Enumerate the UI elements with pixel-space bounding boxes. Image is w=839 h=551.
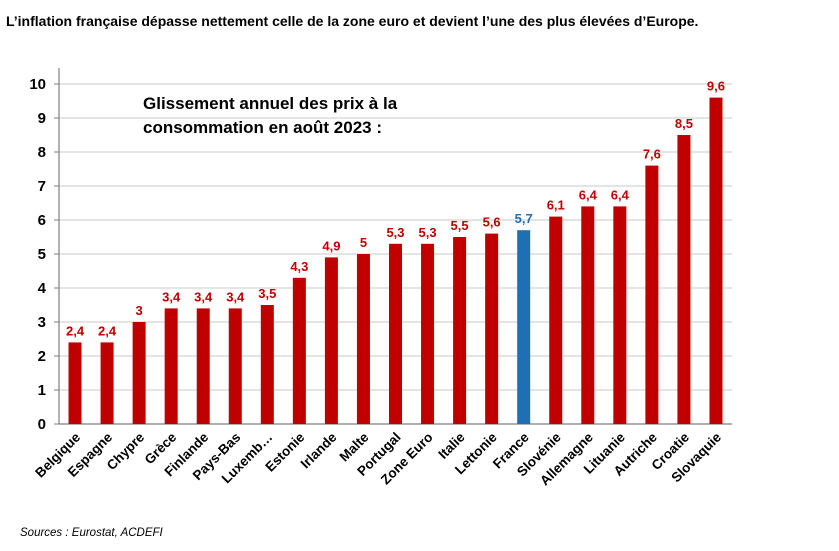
data-label-0: 2,4 — [66, 323, 85, 338]
bar-0 — [68, 342, 82, 424]
bar-8 — [324, 257, 338, 424]
bar-2 — [132, 322, 146, 424]
bar-20 — [709, 97, 723, 424]
data-label-10: 5,3 — [386, 225, 404, 240]
bar-13 — [485, 233, 499, 424]
data-labels: 2,4 2,4 3 3,4 3,4 3,4 3,5 4,3 4,9 5 5,3 5,3 5,5 5,6 5,… — [66, 79, 725, 339]
data-label-9: 5 — [360, 235, 367, 250]
y-tick-labels: 0 1 2 3 4 5 6 7 8 9 10 — [29, 76, 46, 433]
x-category-labels: BelgiqueEspagneChypreGrèceFinlandePays-B… — [32, 429, 724, 488]
bar-1 — [100, 342, 114, 424]
data-label-5: 3,4 — [226, 289, 245, 304]
data-label-8: 4,9 — [322, 238, 340, 253]
chart-annotation-line-1: Glissement annuel des prix à la — [143, 94, 398, 113]
y-tick-label: 2 — [38, 348, 46, 365]
bars — [68, 97, 723, 424]
data-label-3: 3,4 — [162, 289, 181, 304]
source-note: Sources : Eurostat, ACDEFI — [20, 527, 163, 539]
data-label-13: 5,6 — [483, 215, 501, 230]
bar-14 — [517, 230, 531, 424]
bar-19 — [677, 135, 691, 424]
y-tick-label: 0 — [38, 416, 46, 433]
data-label-4: 3,4 — [194, 289, 213, 304]
bar-12 — [453, 237, 467, 424]
bar-4 — [196, 308, 210, 424]
category-label-8: Irlande — [298, 429, 340, 471]
data-label-14: 5,7 — [515, 211, 533, 226]
bar-9 — [356, 254, 370, 424]
data-label-1: 2,4 — [98, 323, 117, 338]
data-label-2: 3 — [136, 303, 143, 318]
bar-7 — [292, 277, 306, 424]
data-label-16: 6,4 — [579, 187, 598, 202]
data-label-20: 9,6 — [707, 79, 725, 94]
y-tick-label: 6 — [38, 212, 46, 229]
y-tick-label: 3 — [38, 314, 46, 331]
bar-15 — [549, 216, 563, 424]
data-label-7: 4,3 — [290, 259, 308, 274]
bar-10 — [389, 243, 402, 424]
y-tick-label: 8 — [38, 144, 46, 161]
data-label-12: 5,5 — [451, 218, 469, 233]
bar-18 — [645, 165, 659, 424]
y-tick-label: 10 — [29, 76, 46, 93]
data-label-11: 5,3 — [419, 225, 437, 240]
bar-5 — [228, 308, 242, 424]
page-title: L’inflation française dépasse nettement … — [6, 13, 699, 29]
y-tick-label: 7 — [38, 178, 46, 195]
chart-annotation-line-2: consommation en août 2023 : — [143, 118, 382, 137]
data-label-17: 6,4 — [611, 187, 630, 202]
y-tick-label: 4 — [38, 280, 47, 297]
y-tick-label: 5 — [38, 246, 46, 263]
y-tick-label: 9 — [38, 110, 46, 127]
bar-3 — [164, 308, 178, 424]
bar-6 — [260, 305, 274, 424]
data-label-6: 3,5 — [258, 286, 276, 301]
data-label-18: 7,6 — [643, 147, 661, 162]
data-label-19: 8,5 — [675, 116, 693, 131]
y-tick-label: 1 — [38, 382, 46, 399]
data-label-15: 6,1 — [547, 198, 565, 213]
bar-11 — [421, 243, 435, 424]
bar-16 — [581, 206, 595, 424]
bar-17 — [613, 206, 627, 424]
